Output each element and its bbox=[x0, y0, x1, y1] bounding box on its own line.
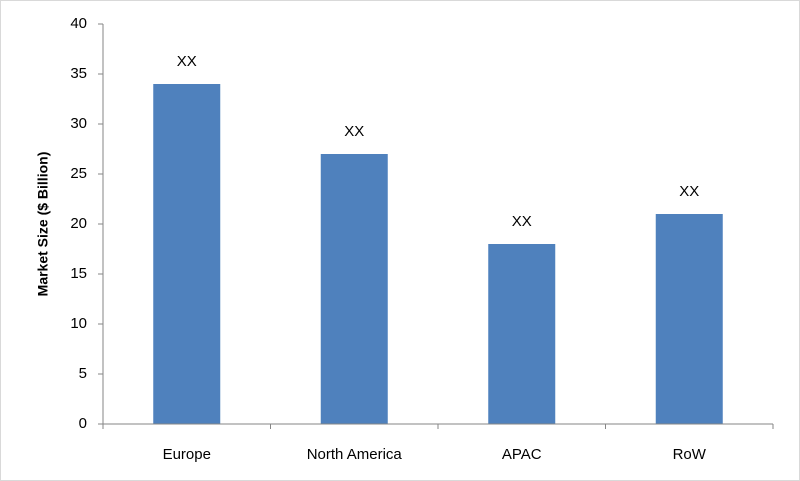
y-axis-label: Market Size ($ Billion) bbox=[35, 152, 51, 297]
y-tick-label: 0 bbox=[79, 415, 87, 432]
x-tick-label: APAC bbox=[502, 446, 542, 463]
y-tick-label: 35 bbox=[70, 65, 87, 82]
bar bbox=[320, 154, 388, 424]
y-tick-label: 30 bbox=[70, 115, 87, 132]
data-label: XX bbox=[344, 123, 364, 140]
y-tick-label: 5 bbox=[79, 365, 87, 382]
x-tick-label: North America bbox=[307, 446, 403, 463]
data-label: XX bbox=[512, 213, 532, 230]
y-tick-label: 20 bbox=[70, 215, 87, 232]
y-tick-label: 15 bbox=[70, 265, 87, 282]
bar bbox=[655, 214, 723, 424]
data-label: XX bbox=[177, 53, 197, 70]
bar bbox=[153, 84, 221, 424]
y-tick-label: 25 bbox=[70, 165, 87, 182]
bar bbox=[488, 244, 556, 424]
x-tick-label: Europe bbox=[163, 446, 211, 463]
data-label: XX bbox=[679, 183, 699, 200]
y-tick-label: 10 bbox=[70, 315, 87, 332]
x-tick-label: RoW bbox=[673, 446, 707, 463]
y-tick-label: 40 bbox=[70, 15, 87, 32]
